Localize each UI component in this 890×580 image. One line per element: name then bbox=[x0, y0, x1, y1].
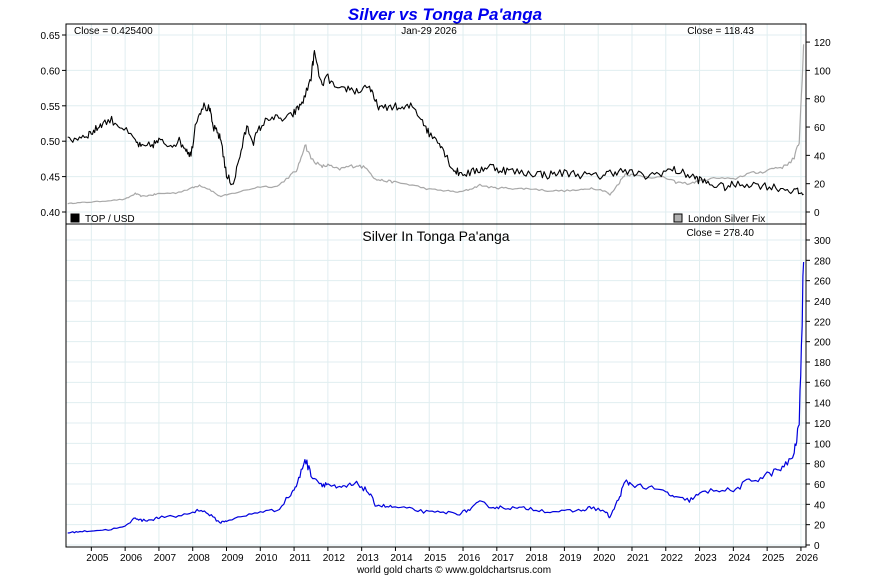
x-tick-label: 2016 bbox=[458, 553, 481, 564]
x-tick-label: 2009 bbox=[221, 553, 244, 564]
frames bbox=[65, 23, 807, 548]
bottom-right-tick-label: 20 bbox=[814, 521, 826, 532]
bottom-right-tick-label: 200 bbox=[814, 338, 831, 349]
x-tick-label: 2013 bbox=[357, 553, 380, 564]
right-tick-label: 100 bbox=[814, 66, 831, 77]
series-silver-in-tonga-paanga bbox=[67, 261, 805, 534]
bottom-panel-frame bbox=[65, 223, 807, 548]
series-layer bbox=[67, 44, 805, 534]
right-tick-label: 20 bbox=[814, 180, 826, 191]
left-tick-label: 0.65 bbox=[41, 31, 61, 42]
bottom-right-tick-label: 40 bbox=[814, 500, 826, 511]
top-left-close-label: Close = 0.425400 bbox=[74, 26, 153, 37]
axis-ticks: 2005 2006 2007 2008 2009 2010 2011 2012 2013 2014… bbox=[41, 31, 832, 564]
x-tick-label: 2008 bbox=[188, 553, 211, 564]
x-tick-label: 2015 bbox=[424, 553, 447, 564]
left-tick-label: 0.45 bbox=[41, 173, 61, 184]
series-top-usd bbox=[67, 50, 804, 196]
x-tick-label: 2017 bbox=[492, 553, 515, 564]
top-panel-frame bbox=[65, 23, 807, 225]
x-tick-label: 2006 bbox=[120, 553, 143, 564]
left-tick-label: 0.60 bbox=[41, 66, 61, 77]
bottom-right-tick-label: 260 bbox=[814, 277, 831, 288]
right-tick-label: 80 bbox=[814, 95, 826, 106]
x-tick-label: 2026 bbox=[796, 553, 819, 564]
footer-credit: world gold charts © www.goldchartsrus.co… bbox=[356, 565, 551, 575]
bottom-right-tick-label: 300 bbox=[814, 236, 831, 247]
right-tick-label: 60 bbox=[814, 123, 826, 134]
legend-silver-fix-label: London Silver Fix bbox=[688, 214, 765, 225]
x-tick-label: 2005 bbox=[86, 553, 109, 564]
x-tick-label: 2021 bbox=[627, 553, 650, 564]
bottom-right-tick-label: 0 bbox=[814, 541, 820, 552]
bottom-close-label: Close = 278.40 bbox=[686, 228, 754, 239]
legend-top-usd-label: TOP / USD bbox=[85, 214, 135, 225]
bottom-right-tick-label: 140 bbox=[814, 399, 831, 410]
bottom-right-tick-label: 180 bbox=[814, 358, 831, 369]
x-tick-label: 2018 bbox=[525, 553, 548, 564]
bottom-right-tick-label: 220 bbox=[814, 317, 831, 328]
x-tick-label: 2022 bbox=[661, 553, 684, 564]
left-tick-label: 0.50 bbox=[41, 137, 61, 148]
bottom-right-tick-label: 240 bbox=[814, 297, 831, 308]
right-tick-label: 120 bbox=[814, 38, 831, 49]
left-tick-label: 0.40 bbox=[41, 208, 61, 219]
x-tick-label: 2025 bbox=[762, 553, 785, 564]
chart-title: Silver vs Tonga Pa'anga bbox=[348, 5, 542, 24]
bottom-right-tick-label: 80 bbox=[814, 460, 826, 471]
legend-top-usd-swatch bbox=[70, 213, 80, 223]
bottom-panel-title: Silver In Tonga Pa'anga bbox=[362, 228, 509, 244]
bottom-right-tick-label: 100 bbox=[814, 439, 831, 450]
x-tick-label: 2014 bbox=[390, 553, 413, 564]
top-right-close-label: Close = 118.43 bbox=[687, 26, 754, 37]
x-tick-label: 2012 bbox=[323, 553, 346, 564]
left-tick-label: 0.55 bbox=[41, 102, 61, 113]
x-tick-label: 2023 bbox=[694, 553, 717, 564]
grid bbox=[66, 24, 806, 547]
x-tick-label: 2011 bbox=[289, 553, 311, 564]
right-tick-label: 40 bbox=[814, 151, 826, 162]
x-tick-label: 2020 bbox=[593, 553, 616, 564]
bottom-right-tick-label: 160 bbox=[814, 378, 831, 389]
x-tick-label: 2019 bbox=[559, 553, 582, 564]
bottom-right-tick-label: 120 bbox=[814, 419, 831, 430]
legend-silver-fix-swatch bbox=[673, 213, 683, 223]
top-date-label: Jan-29 2026 bbox=[401, 26, 457, 37]
bottom-right-tick-label: 60 bbox=[814, 480, 826, 491]
right-tick-label: 0 bbox=[814, 208, 820, 219]
x-tick-label: 2010 bbox=[255, 553, 278, 564]
x-tick-label: 2007 bbox=[154, 553, 177, 564]
series-london-silver-fix bbox=[67, 44, 805, 205]
x-tick-label: 2024 bbox=[728, 553, 751, 564]
bottom-right-tick-label: 280 bbox=[814, 256, 831, 267]
